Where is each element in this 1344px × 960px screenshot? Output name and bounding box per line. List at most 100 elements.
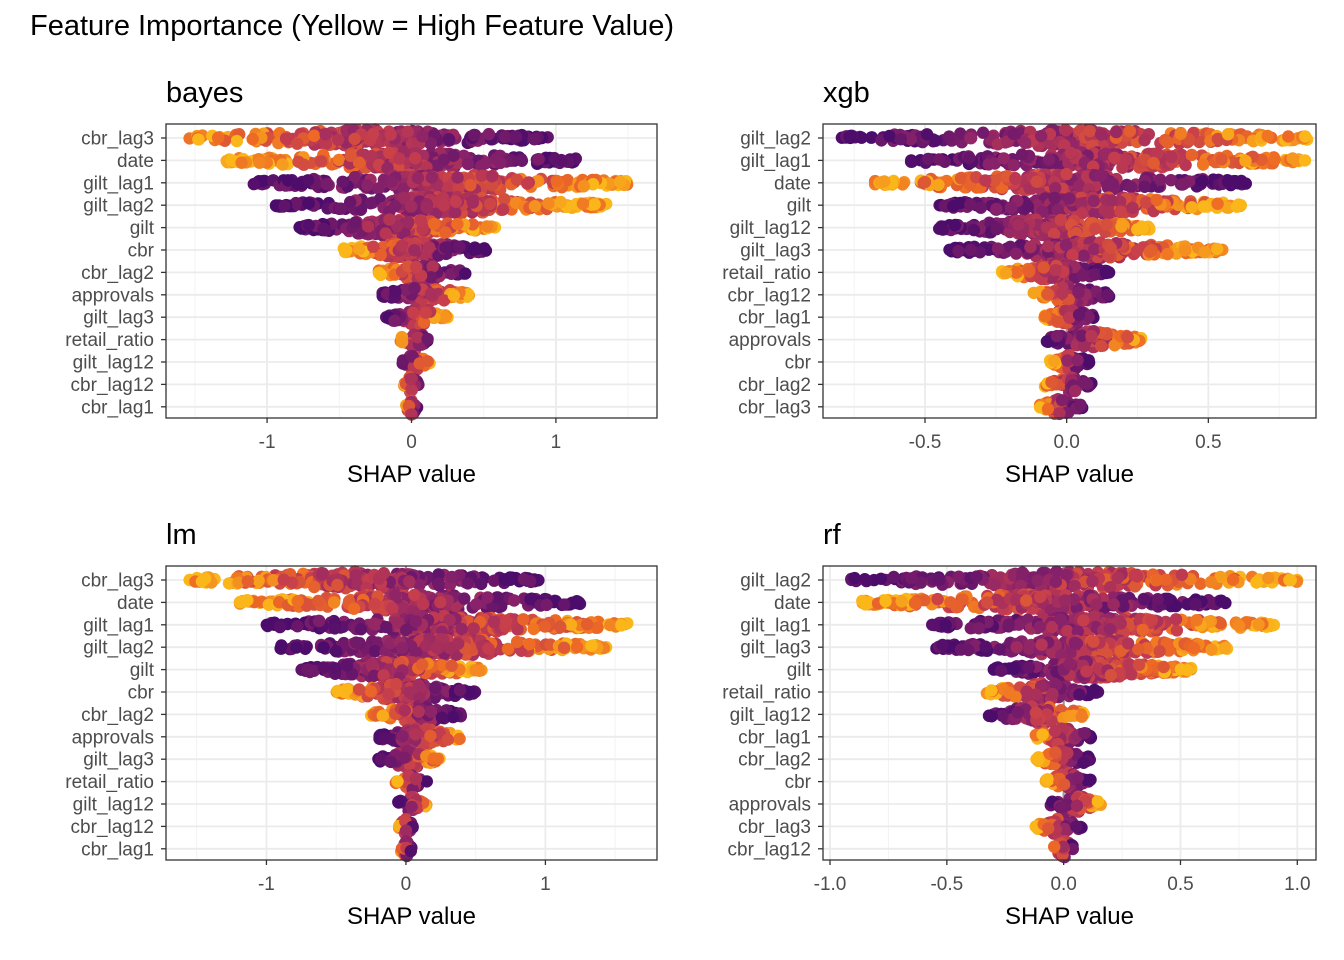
data-point xyxy=(604,618,617,632)
data-point xyxy=(1106,177,1120,190)
data-point xyxy=(408,152,422,165)
data-point xyxy=(277,573,290,586)
data-point xyxy=(532,153,545,166)
data-point xyxy=(447,149,460,162)
data-point xyxy=(517,613,530,626)
data-point xyxy=(1197,200,1210,213)
data-point xyxy=(383,146,396,159)
data-point xyxy=(576,197,590,210)
data-point xyxy=(542,197,555,210)
data-point xyxy=(198,572,212,585)
data-point xyxy=(1161,136,1175,149)
data-point xyxy=(1298,154,1312,167)
data-point xyxy=(1030,175,1043,188)
data-point xyxy=(1077,340,1091,353)
data-point xyxy=(232,576,245,589)
data-point xyxy=(475,577,488,591)
data-point xyxy=(952,244,965,258)
data-point xyxy=(963,151,976,164)
data-point xyxy=(1105,194,1118,207)
data-point xyxy=(267,574,280,587)
data-point xyxy=(918,175,932,189)
data-point xyxy=(291,620,304,633)
data-point xyxy=(487,574,501,587)
data-point xyxy=(1073,179,1086,192)
data-point xyxy=(1041,288,1055,301)
data-point xyxy=(1221,175,1235,188)
data-point xyxy=(1123,125,1137,138)
data-point xyxy=(281,174,295,187)
data-point xyxy=(486,600,499,613)
data-point xyxy=(1064,146,1078,160)
data-point xyxy=(1054,213,1068,227)
data-point xyxy=(1196,158,1210,171)
data-point xyxy=(388,314,401,327)
data-point xyxy=(1040,335,1054,348)
data-point xyxy=(920,128,934,141)
data-point xyxy=(409,615,422,628)
data-point xyxy=(1286,152,1299,165)
data-point xyxy=(538,620,552,633)
data-point xyxy=(855,131,868,144)
data-point xyxy=(467,622,480,635)
data-point xyxy=(1007,127,1020,141)
data-point xyxy=(379,227,392,240)
data-point xyxy=(1108,151,1121,164)
data-point xyxy=(521,177,534,190)
data-point xyxy=(408,588,421,602)
data-point xyxy=(312,614,326,628)
data-point xyxy=(844,129,857,143)
data-point xyxy=(332,133,345,146)
data-point xyxy=(238,594,252,608)
data-point xyxy=(1063,192,1076,205)
data-point xyxy=(1101,288,1115,302)
data-point xyxy=(421,332,434,346)
data-point xyxy=(1024,240,1037,254)
data-point xyxy=(1125,180,1138,194)
data-point xyxy=(1104,241,1117,255)
data-point xyxy=(413,578,426,592)
data-point xyxy=(466,218,479,231)
data-point xyxy=(999,266,1013,280)
data-point xyxy=(942,130,956,143)
data-point xyxy=(982,158,995,171)
data-point xyxy=(352,156,366,169)
data-point xyxy=(1165,150,1178,164)
y-tick-label: gilt_lag1 xyxy=(83,173,154,194)
data-point xyxy=(1063,311,1076,324)
data-point xyxy=(439,241,452,254)
data-point xyxy=(932,178,945,192)
data-point xyxy=(967,223,981,237)
data-point xyxy=(225,154,238,167)
data-point xyxy=(1045,375,1058,389)
data-point xyxy=(452,181,465,195)
data-point xyxy=(1088,242,1101,256)
y-tick-label: date xyxy=(774,173,811,194)
data-point xyxy=(344,195,357,209)
data-point xyxy=(1221,128,1235,141)
data-point xyxy=(1198,246,1212,259)
data-point xyxy=(241,575,254,588)
data-point xyxy=(262,598,275,611)
data-point xyxy=(1211,197,1224,210)
data-point xyxy=(393,152,406,165)
data-point xyxy=(976,126,990,139)
data-point xyxy=(1239,154,1252,168)
y-tick-label: gilt_lag2 xyxy=(83,196,154,217)
data-point xyxy=(577,180,590,193)
data-point xyxy=(397,182,410,195)
data-point xyxy=(613,175,627,188)
data-point xyxy=(1116,161,1129,174)
data-point xyxy=(1059,239,1073,252)
data-point xyxy=(1083,124,1097,138)
data-point xyxy=(1041,240,1055,253)
data-point xyxy=(314,155,328,168)
data-point xyxy=(486,179,499,192)
data-point xyxy=(1130,244,1144,258)
data-point xyxy=(388,200,402,213)
data-point xyxy=(408,244,421,257)
data-point xyxy=(470,243,483,256)
data-point xyxy=(443,613,456,627)
data-point xyxy=(475,169,488,182)
data-point xyxy=(572,595,585,609)
